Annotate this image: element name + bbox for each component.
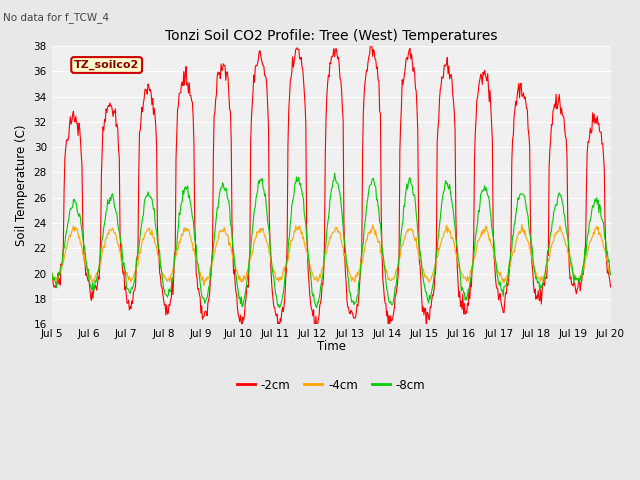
- Title: Tonzi Soil CO2 Profile: Tree (West) Temperatures: Tonzi Soil CO2 Profile: Tree (West) Temp…: [165, 29, 497, 43]
- Text: TZ_soilco2: TZ_soilco2: [74, 60, 140, 70]
- Legend: -2cm, -4cm, -8cm: -2cm, -4cm, -8cm: [232, 374, 430, 396]
- X-axis label: Time: Time: [317, 340, 346, 353]
- Y-axis label: Soil Temperature (C): Soil Temperature (C): [15, 124, 28, 246]
- Text: No data for f_TCW_4: No data for f_TCW_4: [3, 12, 109, 23]
